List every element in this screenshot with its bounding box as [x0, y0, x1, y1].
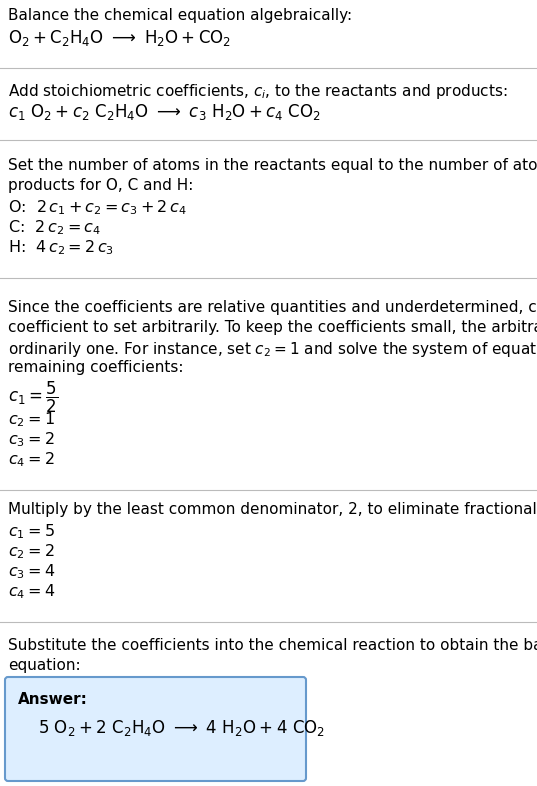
Text: Multiply by the least common denominator, 2, to eliminate fractional coefficient: Multiply by the least common denominator…: [8, 502, 537, 517]
Text: ordinarily one. For instance, set $c_2 = 1$ and solve the system of equations fo: ordinarily one. For instance, set $c_2 =…: [8, 340, 537, 359]
Text: $c_4 = 2$: $c_4 = 2$: [8, 450, 55, 468]
Text: $c_1\ \mathrm{O_2} + c_2\ \mathrm{C_2H_4O}\ \longrightarrow\ c_3\ \mathrm{H_2O} : $c_1\ \mathrm{O_2} + c_2\ \mathrm{C_2H_4…: [8, 102, 321, 122]
Text: $c_4 = 4$: $c_4 = 4$: [8, 582, 55, 601]
Text: $\mathrm{O_2 + C_2H_4O\ \longrightarrow\ H_2O + CO_2}$: $\mathrm{O_2 + C_2H_4O\ \longrightarrow\…: [8, 28, 231, 48]
Text: $c_3 = 4$: $c_3 = 4$: [8, 562, 55, 581]
Text: $c_1 = \dfrac{5}{2}$: $c_1 = \dfrac{5}{2}$: [8, 380, 58, 415]
Text: $c_1 = 5$: $c_1 = 5$: [8, 522, 55, 541]
Text: $5\ \mathrm{O_2} + 2\ \mathrm{C_2H_4O}\ \longrightarrow\ 4\ \mathrm{H_2O} + 4\ \: $5\ \mathrm{O_2} + 2\ \mathrm{C_2H_4O}\ …: [38, 718, 325, 738]
Text: H:  $4\,c_2 = 2\,c_3$: H: $4\,c_2 = 2\,c_3$: [8, 238, 114, 257]
Text: $c_2 = 1$: $c_2 = 1$: [8, 410, 55, 428]
Text: Substitute the coefficients into the chemical reaction to obtain the balanced: Substitute the coefficients into the che…: [8, 638, 537, 653]
Text: $c_3 = 2$: $c_3 = 2$: [8, 430, 55, 449]
Text: C:  $2\,c_2 = c_4$: C: $2\,c_2 = c_4$: [8, 218, 101, 237]
FancyBboxPatch shape: [5, 677, 306, 781]
Text: Since the coefficients are relative quantities and underdetermined, choose a: Since the coefficients are relative quan…: [8, 300, 537, 315]
Text: Add stoichiometric coefficients, $c_i$, to the reactants and products:: Add stoichiometric coefficients, $c_i$, …: [8, 82, 507, 101]
Text: equation:: equation:: [8, 658, 81, 673]
Text: coefficient to set arbitrarily. To keep the coefficients small, the arbitrary va: coefficient to set arbitrarily. To keep …: [8, 320, 537, 335]
Text: Answer:: Answer:: [18, 692, 88, 707]
Text: remaining coefficients:: remaining coefficients:: [8, 360, 184, 375]
Text: Balance the chemical equation algebraically:: Balance the chemical equation algebraica…: [8, 8, 352, 23]
Text: $c_2 = 2$: $c_2 = 2$: [8, 542, 55, 560]
Text: products for O, C and H:: products for O, C and H:: [8, 178, 193, 193]
Text: Set the number of atoms in the reactants equal to the number of atoms in the: Set the number of atoms in the reactants…: [8, 158, 537, 173]
Text: O:  $2\,c_1 + c_2 = c_3 + 2\,c_4$: O: $2\,c_1 + c_2 = c_3 + 2\,c_4$: [8, 198, 187, 217]
